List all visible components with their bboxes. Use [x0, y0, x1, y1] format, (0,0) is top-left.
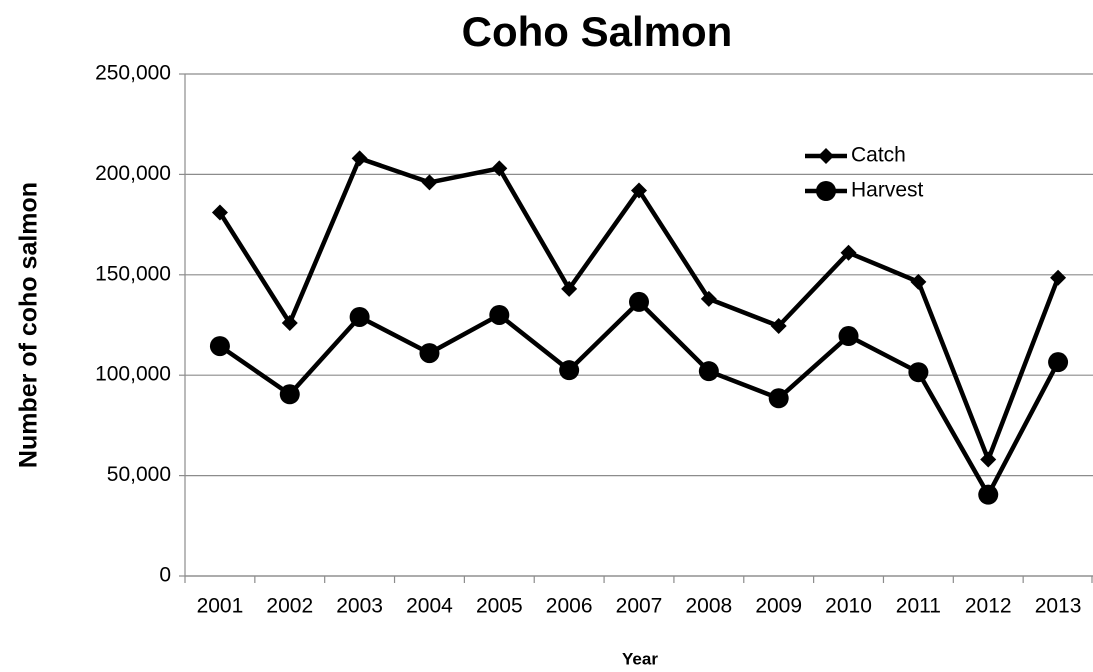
point	[281, 314, 298, 331]
point	[770, 318, 787, 335]
legend-label: Harvest	[851, 179, 924, 202]
y-tick-label: 50,000	[107, 463, 171, 486]
point	[419, 343, 440, 364]
x-tick-label: 2011	[896, 595, 941, 618]
x-tick-label: 2005	[476, 595, 523, 618]
x-axis-label: Year	[622, 649, 658, 668]
chart-title: Coho Salmon	[462, 8, 733, 55]
point	[698, 361, 719, 382]
x-tick-label: 2001	[197, 595, 244, 618]
x-tick-label: 2010	[825, 595, 872, 618]
point	[1050, 269, 1067, 286]
point	[631, 182, 647, 199]
point	[209, 336, 230, 357]
x-tick-label: 2008	[685, 595, 732, 618]
x-tick-label: 2006	[546, 595, 593, 618]
point	[561, 280, 578, 297]
point	[840, 244, 857, 261]
point	[489, 304, 510, 325]
point	[910, 273, 927, 290]
x-tick-label: 2007	[616, 595, 663, 618]
point	[978, 484, 999, 505]
y-axis-label: Number of coho salmon	[15, 182, 43, 468]
legend-marker	[816, 181, 836, 201]
x-tick-label: 2012	[965, 595, 1012, 618]
point	[908, 362, 929, 383]
point	[1048, 352, 1069, 373]
y-tick-label: 200,000	[95, 162, 171, 185]
y-tick-label: 0	[159, 564, 171, 587]
point	[559, 360, 580, 381]
point	[349, 306, 370, 327]
y-tick-label: 100,000	[95, 363, 171, 386]
x-tick-label: 2004	[406, 595, 453, 618]
point	[629, 291, 649, 312]
point	[700, 290, 717, 307]
x-tick-label: 2013	[1035, 595, 1082, 618]
point	[980, 451, 997, 468]
y-tick-label: 150,000	[95, 262, 171, 285]
series-line	[218, 299, 1061, 497]
y-tick-label: 250,000	[95, 62, 171, 85]
point	[279, 384, 300, 405]
legend-label: Catch	[851, 144, 906, 167]
point	[351, 150, 368, 167]
point	[421, 174, 438, 191]
point	[491, 160, 508, 177]
legend-marker	[818, 148, 834, 164]
x-tick-label: 2009	[755, 595, 802, 618]
point	[768, 388, 789, 409]
x-tick-label: 2002	[266, 595, 313, 618]
point	[211, 204, 228, 221]
x-tick-label: 2003	[336, 595, 383, 618]
point	[838, 326, 859, 347]
